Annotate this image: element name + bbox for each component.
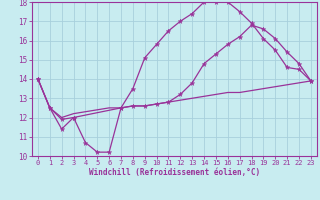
X-axis label: Windchill (Refroidissement éolien,°C): Windchill (Refroidissement éolien,°C): [89, 168, 260, 177]
